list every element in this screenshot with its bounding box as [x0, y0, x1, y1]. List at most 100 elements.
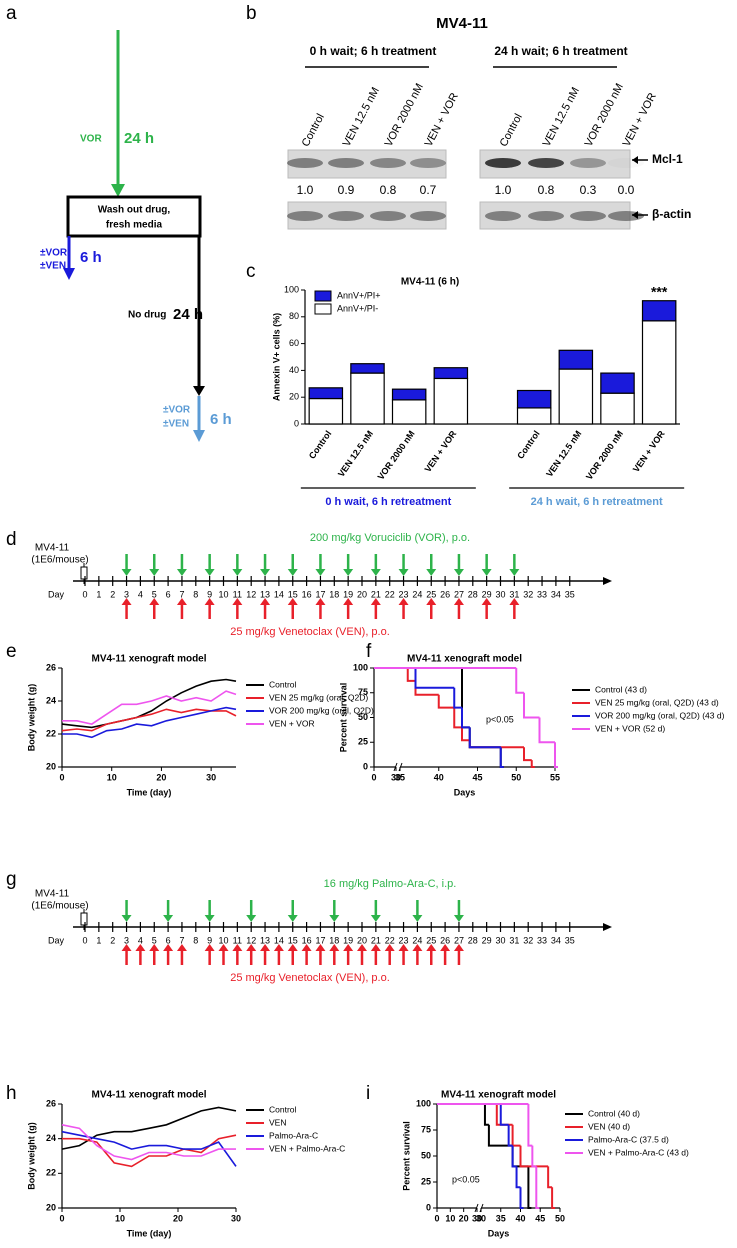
bar-segment: [350, 363, 385, 374]
timeline-arrowhead: [603, 577, 612, 585]
x-tick-label: VEN + VOR: [423, 428, 459, 474]
day-number: 6: [166, 589, 171, 599]
dose-arrow-bottom-head: [357, 944, 367, 951]
significance: ***: [651, 283, 668, 299]
bar-segment: [558, 368, 594, 425]
day-number: 22: [385, 935, 395, 945]
band: [485, 158, 521, 168]
y-tick-label: 20: [289, 392, 299, 402]
y-tick-label: 0: [363, 761, 368, 771]
legend-label: Palmo-Ara-C (37.5 d): [588, 1134, 669, 1144]
day-number: 5: [152, 935, 157, 945]
legend-label: Control (40 d): [588, 1108, 640, 1118]
x-tick-label: 35: [395, 772, 405, 782]
legend-label: AnnV+/PI+: [337, 290, 381, 300]
y-tick-label: 20: [46, 1202, 56, 1212]
series-line: [62, 1134, 237, 1168]
day-number: 10: [218, 589, 228, 599]
band: [287, 158, 323, 168]
day-label: Day: [48, 589, 65, 599]
day-number: 11: [233, 935, 242, 945]
survival-step: [495, 1104, 513, 1126]
dose-arrow-bottom: [315, 598, 326, 619]
y-tick-label: 26: [46, 1098, 56, 1108]
band: [570, 158, 606, 168]
day-number: 30: [495, 589, 505, 599]
day-number: 12: [246, 589, 256, 599]
band: [370, 158, 406, 168]
dose-arrow-bottom-head: [273, 944, 284, 951]
dose-arrow-bottom-head: [121, 598, 132, 605]
dose-arrow-bottom-head: [149, 944, 160, 951]
dose-arrow-top: [149, 554, 160, 576]
x-tick-label: VEN 12.5 nM: [336, 429, 375, 479]
x-tick-label: 10: [445, 1213, 455, 1223]
series-line: [61, 678, 237, 729]
day-number: 29: [482, 935, 492, 945]
dose-arrow-top-head: [121, 915, 132, 922]
dose-arrow-bottom: [273, 944, 284, 965]
legend-label: VOR 200 mg/kg (oral, Q2D) (43 d): [595, 710, 725, 720]
x-tick-label: VEN 12.5 nM: [544, 429, 583, 479]
timeline-arrowhead: [603, 923, 612, 931]
panel-label: d: [6, 529, 17, 550]
day-number: 5: [152, 589, 157, 599]
survival-step: [499, 1104, 509, 1126]
x-axis-label: Days: [454, 787, 476, 797]
retreat2-drug: ±VEN: [163, 419, 189, 430]
bar-segment: [600, 372, 635, 394]
dose-arrow-bottom-head: [481, 598, 492, 605]
survival-step: [538, 717, 555, 744]
day-number: 7: [179, 935, 184, 945]
dose-arrow-bottom-head: [398, 598, 409, 605]
band-arrowhead: [632, 211, 638, 219]
day-number: 26: [440, 935, 450, 945]
survival-step: [468, 727, 501, 749]
dose-arrow-top-head: [204, 915, 215, 922]
legend-label: Control: [269, 1104, 297, 1114]
day-number: 31: [509, 935, 519, 945]
dose-arrow-bottom-head: [232, 598, 243, 605]
cell-line: MV4-11: [35, 889, 70, 900]
day-number: 26: [440, 589, 450, 599]
day-number: 35: [565, 935, 575, 945]
day-number: 9: [207, 935, 212, 945]
dose-arrow-bottom: [509, 598, 520, 619]
y-tick-label: 22: [46, 1168, 56, 1178]
survival-step: [453, 707, 462, 729]
dose-arrow-bottom-head: [246, 944, 257, 951]
band-ratio: 0.9: [338, 183, 355, 197]
dose-arrow-bottom-head: [135, 944, 146, 951]
y-tick-label: 24: [46, 1133, 56, 1143]
x-axis-label: Time (day): [127, 787, 172, 797]
band-name: Mcl-1: [652, 152, 683, 166]
survival-step: [406, 668, 416, 682]
lane-label: VEN 12.5 nM: [341, 85, 382, 148]
dose-arrow-top: [426, 554, 437, 576]
day-number: 4: [138, 935, 143, 945]
legend-label: VEN 25 mg/kg (oral, Q2D) (43 d): [595, 697, 719, 707]
syringe-body: [80, 566, 88, 580]
dose-arrow-bottom: [329, 944, 340, 965]
day-number: 6: [166, 935, 171, 945]
dose-arrow-top-head: [315, 569, 326, 576]
x-tick-label: 30: [476, 1213, 486, 1223]
x-tick-label: 55: [550, 772, 560, 782]
band: [410, 211, 446, 221]
retreat2-time: 6 h: [210, 411, 232, 428]
survival-step: [499, 747, 504, 768]
survival-step: [453, 687, 462, 709]
dose-arrow-bottom-head: [370, 944, 381, 951]
day-number: 25: [426, 935, 436, 945]
day-number: 17: [315, 935, 325, 945]
y-axis-label: Body weight (g): [26, 684, 36, 752]
retreat-arrowhead: [63, 268, 75, 280]
survival-step: [531, 1145, 537, 1168]
survival-step: [554, 742, 558, 768]
band: [287, 211, 323, 221]
x-tick-label: 10: [107, 772, 117, 782]
day-number: 8: [193, 589, 198, 599]
day-number: 28: [468, 589, 478, 599]
